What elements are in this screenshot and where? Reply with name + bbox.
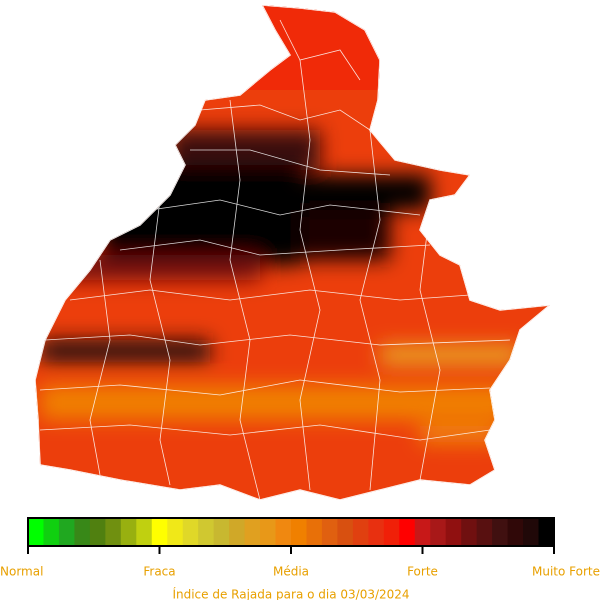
colorbar-segment — [337, 518, 354, 546]
colorbar-segment — [275, 518, 292, 546]
legend-label: Forte — [407, 565, 438, 579]
colorbar-segment — [105, 518, 122, 546]
legend-label: Normal — [0, 565, 43, 579]
colorbar — [28, 518, 555, 546]
colorbar-segment — [368, 518, 385, 546]
colorbar-segment — [120, 518, 137, 546]
legend-label: Fraca — [143, 565, 175, 579]
colorbar-segment — [167, 518, 184, 546]
colorbar-segment — [74, 518, 91, 546]
colorbar-segment — [383, 518, 400, 546]
state-map — [35, 5, 550, 500]
colorbar-segment — [58, 518, 75, 546]
north-zone — [35, 5, 550, 90]
colorbar-segment — [213, 518, 230, 546]
colorbar-ticks: Normal Fraca Média Forte Muito Forte — [0, 546, 600, 579]
colorbar-segment — [136, 518, 153, 546]
colorbar-segment — [244, 518, 261, 546]
colorbar-segment — [492, 518, 509, 546]
colorbar-segment — [461, 518, 478, 546]
colorbar-segment — [306, 518, 323, 546]
colorbar-segment — [399, 518, 416, 546]
colorbar-segment — [445, 518, 462, 546]
colorbar-segment — [523, 518, 540, 546]
municipal-borders — [39, 19, 511, 500]
legend-label: Média — [273, 565, 309, 579]
state-outline — [35, 5, 550, 500]
colorbar-segment — [28, 518, 44, 546]
colorbar-segment — [476, 518, 493, 546]
colorbar-segment — [414, 518, 431, 546]
colorbar-segment — [229, 518, 246, 546]
caption: Índice de Rajada para o dia 03/03/2024 — [172, 587, 409, 600]
colorbar-segment — [291, 518, 307, 546]
colorbar-segment — [151, 518, 168, 546]
colorbar-segment — [321, 518, 338, 546]
colorbar-segment — [352, 518, 369, 546]
colorbar-segment — [260, 518, 277, 546]
colorbar-segment — [182, 518, 199, 546]
legend-label: Muito Forte — [532, 565, 600, 579]
colorbar-segment — [43, 518, 60, 546]
colorbar-segment — [507, 518, 524, 546]
colorbar-segment — [538, 518, 555, 546]
colorbar-segment — [430, 518, 447, 546]
colorbar-segment — [198, 518, 215, 546]
colorbar-segment — [89, 518, 106, 546]
